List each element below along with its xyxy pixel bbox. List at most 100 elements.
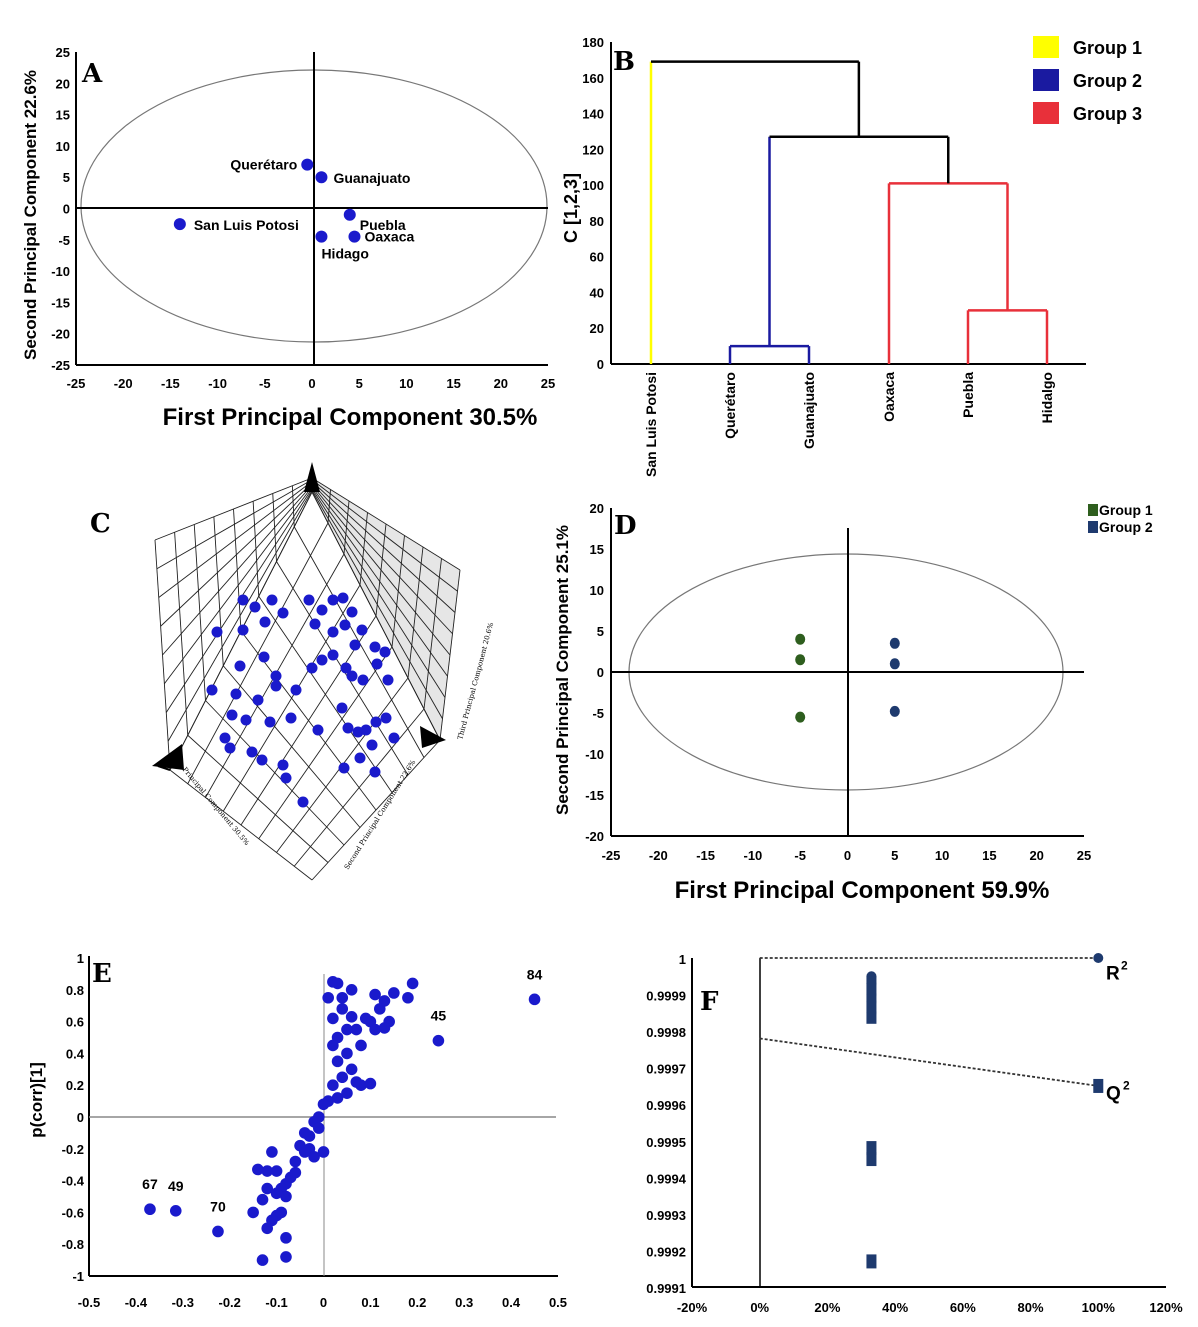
x-tick-label: 0 xyxy=(308,376,315,391)
data-point xyxy=(371,658,383,670)
data-point xyxy=(298,1146,311,1158)
data-point xyxy=(795,654,806,666)
grid-line xyxy=(154,539,171,771)
data-point xyxy=(369,1023,381,1036)
point-annotation: 49 xyxy=(168,1178,184,1194)
legend-label: Group 2 xyxy=(1099,519,1153,535)
x-tick-label: 60% xyxy=(950,1300,976,1315)
data-point xyxy=(380,712,392,724)
data-point xyxy=(261,1165,274,1177)
grid-line xyxy=(311,477,461,571)
x-tick-label: 20 xyxy=(1029,848,1043,863)
point-annotation: 84 xyxy=(527,966,543,982)
grid-line xyxy=(156,479,313,570)
data-point xyxy=(327,594,339,606)
data-point xyxy=(258,651,270,663)
axis-arrow xyxy=(304,462,320,492)
x-tick-label: 20% xyxy=(814,1300,840,1315)
panel-d-pca-scatter: D -25 -20 -15 -10 -5 0 5 10 15 20 25 20 15 10 5 0 -5 -10 -… xyxy=(553,501,1153,904)
data-point xyxy=(350,1023,363,1036)
data-point xyxy=(280,772,292,784)
leaf-label: Puebla xyxy=(960,372,976,418)
data-point xyxy=(285,712,297,724)
x-axis-label: First Principal Component 30.5% xyxy=(168,751,251,847)
y-tick-label: -10 xyxy=(51,264,70,279)
data-point xyxy=(280,1251,292,1263)
r2-label: R xyxy=(1106,963,1120,984)
q2-label: Q xyxy=(1106,1083,1121,1104)
point-label: Puebla xyxy=(360,217,406,233)
data-point xyxy=(336,702,348,714)
y-tick-label: 0.9996 xyxy=(646,1098,686,1113)
data-point xyxy=(306,662,318,674)
data-point xyxy=(252,694,264,706)
data-point xyxy=(224,742,236,754)
data-point xyxy=(317,1098,330,1111)
data-point xyxy=(270,670,282,682)
z-axis-label: Third Principal Component 20.6% xyxy=(456,621,495,740)
data-point-cluster xyxy=(866,976,877,1024)
data-point xyxy=(289,1166,302,1179)
q2-superscript: 2 xyxy=(1123,1078,1130,1092)
grid-line xyxy=(154,477,313,541)
y-tick-label: 0.6 xyxy=(66,1015,84,1030)
data-point xyxy=(226,709,238,721)
legend-swatch xyxy=(1033,36,1059,58)
data-point xyxy=(373,1003,386,1015)
data-point xyxy=(866,1141,877,1156)
y-tick-label: 0.9994 xyxy=(646,1171,687,1186)
y-tick-label: 0.9995 xyxy=(646,1135,686,1150)
data-point xyxy=(341,1023,353,1036)
data-point xyxy=(277,607,289,619)
data-point xyxy=(402,991,414,1004)
y-tick-label: -15 xyxy=(585,788,604,803)
grid-line xyxy=(391,535,405,648)
x-tick-label: 0 xyxy=(320,1295,327,1310)
data-point xyxy=(345,1011,358,1023)
x-tick-label: 0.2 xyxy=(408,1295,426,1310)
data-point xyxy=(312,724,324,736)
leaf-label: San Luis Potosi xyxy=(643,372,659,477)
data-point xyxy=(264,716,276,728)
y-tick-label: 15 xyxy=(590,542,604,557)
y-tick-label: -15 xyxy=(51,295,70,310)
y-tick-label: -0.4 xyxy=(62,1174,85,1189)
r2-superscript: 2 xyxy=(1121,958,1128,972)
data-point xyxy=(240,714,252,726)
y-tick-label: 180 xyxy=(582,35,604,50)
data-point xyxy=(370,716,382,728)
data-point xyxy=(173,218,186,231)
y-tick-label: 0 xyxy=(597,665,604,680)
x-tick-label: 10 xyxy=(935,848,949,863)
data-point xyxy=(259,616,271,628)
y-tick-label: 0 xyxy=(63,202,70,217)
y-tick-label: 0 xyxy=(77,1110,84,1125)
data-point xyxy=(346,606,358,618)
data-point xyxy=(346,670,358,682)
data-point xyxy=(795,633,806,645)
legend-label: Group 3 xyxy=(1073,104,1142,124)
data-point xyxy=(327,626,339,638)
grid-line xyxy=(205,700,345,846)
legend-swatch xyxy=(1088,521,1098,533)
y-axis-label: C [1,2,3] xyxy=(561,173,581,243)
grid-line xyxy=(258,646,393,840)
data-point xyxy=(343,208,356,221)
point-label: San Luis Potosi xyxy=(194,217,299,233)
grid-line xyxy=(174,532,189,736)
y-tick-label: -20 xyxy=(585,829,604,844)
y-tick-label: 25 xyxy=(56,45,70,60)
data-point xyxy=(327,649,339,661)
y-tick-label: 1 xyxy=(77,951,84,966)
x-tick-label: 0.4 xyxy=(502,1295,521,1310)
data-point xyxy=(252,1163,264,1176)
data-point xyxy=(337,592,349,604)
data-point xyxy=(866,1152,877,1167)
point-annotation: 45 xyxy=(431,1008,447,1024)
data-point xyxy=(249,601,261,613)
data-point xyxy=(261,1222,274,1235)
y-tick-label: -25 xyxy=(51,358,70,373)
grid-line xyxy=(311,739,441,881)
data-point xyxy=(369,988,381,1001)
